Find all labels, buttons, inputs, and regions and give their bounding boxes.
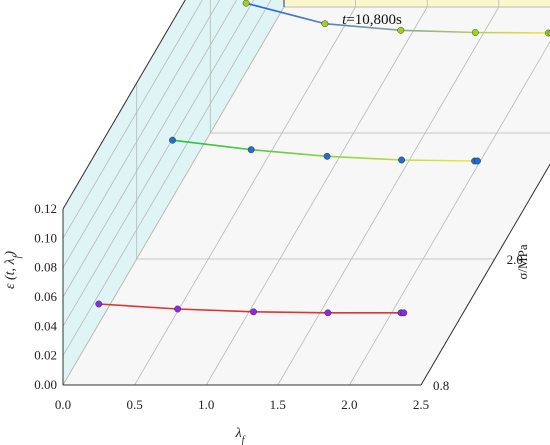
side-wall-plane	[63, 0, 284, 385]
data-point	[250, 308, 257, 316]
y-tick-label: 0.12	[34, 201, 57, 216]
data-point	[247, 146, 255, 154]
x-tick-label: 2.0	[341, 397, 357, 412]
data-point	[398, 156, 405, 164]
y-tick-label: 0.10	[34, 230, 57, 245]
grid-line-y	[62, 0, 238, 298]
x-tick-label: 0.0	[55, 397, 71, 412]
box-frame	[62, 0, 550, 386]
z-tick-label: 0.8	[433, 378, 449, 393]
chart-title: t=10,800s	[342, 12, 402, 28]
tick-labels: 0.0 0.5 1.0 1.5 2.0 2.5 0.00 0.02 0.04 0.06 0.08 0.…	[34, 201, 523, 412]
data-point	[323, 152, 331, 160]
series-stress-2.5	[242, 0, 550, 37]
grid-line-y	[62, 0, 272, 356]
z-tick-label: 2.0	[507, 252, 523, 267]
x-tick-label: 2.5	[413, 397, 429, 412]
data-point	[397, 26, 405, 34]
y-tick-label: 0.02	[34, 348, 57, 363]
data-point	[174, 305, 182, 313]
data-point	[169, 136, 176, 144]
grid-line-y	[62, 0, 220, 268]
y-tick-label: 0.06	[34, 289, 57, 304]
series-stress-0.8	[95, 300, 408, 317]
data-point	[95, 300, 103, 308]
data-point	[324, 309, 332, 317]
chart-title-value: =10,800s	[346, 12, 402, 28]
data-point	[242, 0, 250, 7]
data-point	[471, 29, 479, 36]
chart-walls	[63, 0, 550, 385]
data-point	[400, 309, 408, 317]
z-axis-label: σ/MPa	[515, 244, 530, 279]
frame-edge	[62, 0, 186, 210]
x-tick-label: 1.5	[270, 397, 286, 412]
y-tick-label: 0.00	[34, 377, 57, 392]
y-axis-label: ε (t, λf)	[3, 251, 23, 289]
x-tick-label: 0.5	[126, 397, 142, 412]
frame-edge	[420, 163, 550, 386]
x-tick-label: 1.0	[198, 397, 214, 412]
data-point	[547, 29, 550, 37]
series-stress-2.0	[169, 136, 481, 165]
grid-line-y	[62, 0, 203, 239]
chart-title-variable: t	[342, 12, 347, 28]
y-tick-label: 0.04	[34, 318, 57, 333]
data-point	[474, 157, 481, 165]
x-axis-label: λf	[235, 426, 246, 445]
series-layer	[95, 0, 550, 317]
y-tick-label: 0.08	[34, 260, 57, 275]
back-wall-plane	[284, 0, 550, 7]
grid-line-y	[62, 0, 255, 327]
data-point	[321, 20, 329, 28]
floor-plane	[63, 7, 550, 385]
